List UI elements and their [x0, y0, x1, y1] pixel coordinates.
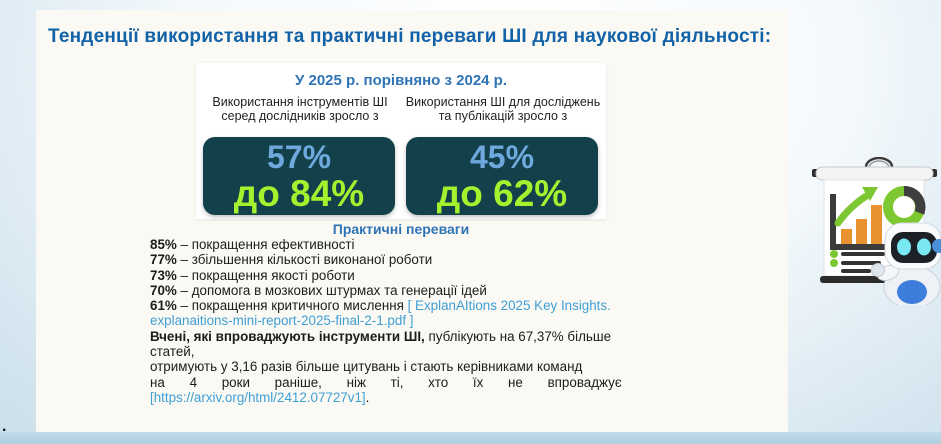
pie-chart-icon	[883, 186, 926, 228]
comparison-heading: У 2025 р. порівняно з 2024 р.	[295, 72, 507, 89]
period: .	[365, 389, 370, 405]
stat-card-researchers: 57% до 84%	[203, 137, 395, 215]
benefit-text: – покращення якості роботи	[176, 267, 355, 283]
research-note-bold: Вчені, які впроваджують інструменти ШІ,	[150, 328, 425, 344]
list-item: 73% – покращення якості роботи	[150, 268, 637, 283]
research-note-line: отримують у 3,16 разів більше цитувань і…	[150, 359, 583, 375]
checklist-icon	[830, 250, 885, 273]
stat-from-value: 45%	[469, 138, 535, 175]
benefit-text: – допомога в мозкових штурмах та генерац…	[176, 282, 487, 298]
page-title: Тенденції використання та практичні пере…	[48, 26, 772, 47]
list-item: 77% – збільшення кількості виконаної роб…	[150, 252, 637, 267]
robot-presentation-illustration	[812, 157, 941, 305]
benefit-percent: 70%	[150, 282, 177, 298]
stat-to-value: до 84%	[233, 172, 365, 214]
card-label-researchers: Використання інструментів ШІ серед дослі…	[212, 95, 388, 123]
stat-to-value: до 62%	[436, 172, 568, 214]
research-note-link-line: [https://arxiv.org/html/2412.07727v1].	[150, 390, 637, 405]
bar-chart-icon	[830, 194, 888, 250]
research-note-text: публікують на 67,37% більше статей,	[150, 328, 612, 360]
arxiv-link[interactable]: [https://arxiv.org/html/2412.07727v1]	[150, 389, 366, 405]
bottom-accent-bar	[0, 432, 941, 444]
growth-arrow-icon	[834, 191, 872, 227]
benefit-percent: 85%	[150, 237, 177, 252]
benefit-text: – збільшення кількості виконаної роботи	[176, 252, 433, 268]
robot-icon	[871, 222, 941, 305]
list-item: 70% – допомога в мозкових штурмах та ген…	[150, 283, 637, 298]
card-label-publications: Використання ШІ для досліджень та публік…	[405, 95, 601, 123]
benefit-percent: 73%	[150, 267, 177, 283]
research-note-line-justified: на 4 роки раніше, ніж ті, хто їх не впро…	[150, 374, 622, 390]
research-note: Вчені, які впроваджують інструменти ШІ, …	[150, 329, 637, 360]
flipchart-handle-icon	[864, 157, 894, 168]
benefits-and-note: 85% – покращення ефективності 77% – збіл…	[150, 237, 637, 405]
benefit-text: – покращення ефективності	[176, 237, 355, 252]
stat-from-value: 57%	[266, 138, 332, 175]
report-link[interactable]: [ ExplanAItions 2025 Key Insights. expla…	[150, 298, 611, 329]
stat-card-publications: 45% до 62%	[406, 137, 598, 215]
benefit-percent: 77%	[150, 252, 177, 268]
benefits-heading: Практичні переваги	[332, 221, 470, 237]
list-item: 61% – покращення критичного мислення [ E…	[150, 298, 637, 329]
benefit-text: – покращення критичного мислення	[176, 298, 408, 314]
benefit-percent: 61%	[150, 298, 177, 314]
list-item: 85% – покращення ефективності	[150, 237, 637, 252]
stray-period: .	[2, 418, 7, 435]
